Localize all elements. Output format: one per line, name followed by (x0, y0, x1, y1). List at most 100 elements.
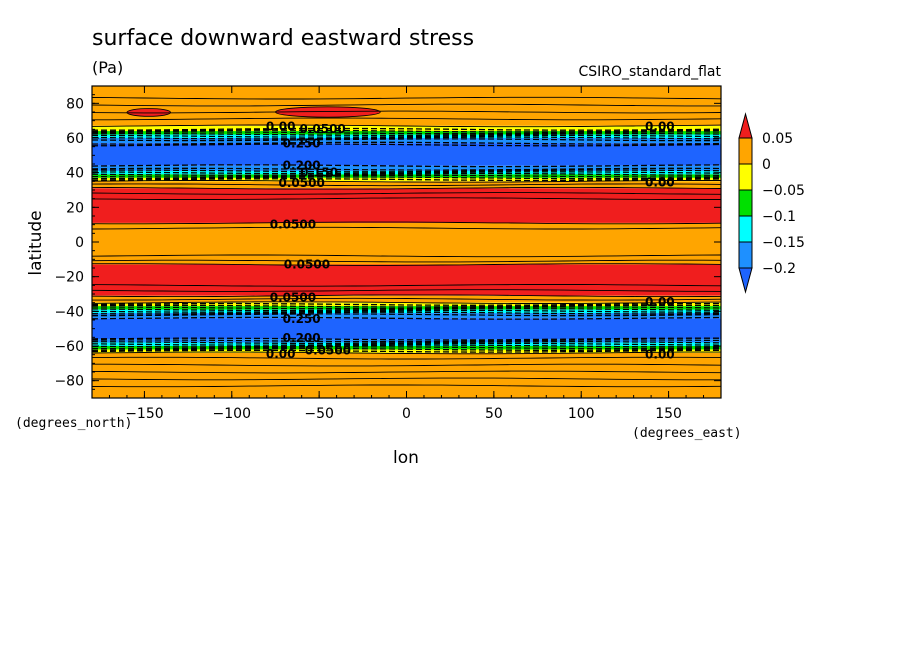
contour-dashed-30 (91, 346, 722, 350)
band-24 (92, 349, 721, 353)
colorbar-segment-4 (738, 215, 753, 243)
contour-dashed-18 (91, 304, 722, 308)
contour-dashed-29 (91, 344, 721, 348)
band-11 (92, 181, 721, 189)
y-tick-label-1: 60 (66, 131, 84, 147)
contour-solid-18 (92, 297, 722, 301)
contour-dashed-6 (91, 138, 722, 142)
x-tick-label-4: 50 (485, 406, 503, 422)
band-7 (92, 165, 721, 171)
contour-label-10: 0.200 (283, 331, 321, 345)
band-23 (92, 346, 721, 350)
x-axis: −150 −100 −50 0 50 100 150 (108, 86, 705, 422)
contour-solid-21 (91, 356, 722, 360)
band-10 (92, 177, 721, 182)
contour-dashed-9 (91, 164, 722, 168)
contour-label-4: 0.150 (300, 166, 338, 180)
contour-label-0: 0.00 (266, 120, 296, 134)
contour-label-15: 0.00 (645, 295, 675, 309)
contour-label-14: 0.00 (645, 176, 675, 190)
chart-subtitle: (Pa) (92, 58, 123, 77)
colorbar: 0.05 0 −0.05 −0.1 −0.15 −0.2 (738, 112, 805, 294)
colorbar-label-3: −0.1 (762, 209, 796, 225)
contour-label-6: 0.0500 (270, 218, 316, 232)
contour-solid-10 (91, 221, 722, 225)
y-tick-label-2: 40 (66, 166, 84, 182)
x-tick-label-5: 100 (568, 406, 595, 422)
contour-dashed-17 (91, 302, 722, 306)
colorbar-segment-3 (738, 189, 753, 217)
contour-dashed-28 (91, 342, 722, 346)
band-21 (92, 339, 721, 343)
contour-dashed-8 (91, 143, 722, 147)
contour-label-13: 0.00 (645, 120, 675, 134)
contour-label-2: 0.250 (283, 137, 321, 151)
x-units-label: (degrees_east) (632, 426, 742, 441)
contour-dashed-16 (91, 178, 722, 182)
contour-dashed-23 (91, 313, 722, 317)
contour-dashed-27 (91, 341, 722, 345)
contour-solid-16 (91, 289, 722, 292)
contour-solid-8 (91, 192, 722, 195)
band-4 (92, 134, 721, 138)
contour-solid-23 (91, 370, 722, 374)
colorbar-top-arrow (738, 112, 753, 139)
contour-dashed-3 (91, 133, 722, 137)
contour-lines (91, 96, 722, 388)
contour-labels: 0.00 0.05000.2500.2000.1500.05000.05000.0… (266, 120, 675, 362)
contour-solid-12 (91, 254, 722, 258)
band-5 (92, 138, 721, 144)
colorbar-segment-5 (738, 241, 753, 269)
x-tick-label-3: 0 (402, 406, 411, 422)
x-tick-label-0: −150 (125, 406, 163, 422)
contour-dashed-20 (91, 308, 722, 312)
contour-solid-1 (91, 103, 721, 107)
colorbar-label-0: 0.05 (762, 131, 793, 147)
band-16 (92, 302, 721, 307)
contour-label-1: 0.0500 (299, 122, 345, 136)
contour-dashed-13 (91, 172, 722, 176)
y-tick-label-0: 80 (66, 96, 84, 112)
contour-solid-5 (91, 180, 721, 183)
contour-solid-4 (91, 124, 722, 128)
band-3 (92, 131, 721, 135)
band-15 (92, 295, 721, 303)
band-1 (92, 105, 721, 126)
contour-solid-2 (91, 110, 722, 114)
contour-dashed-32 (91, 349, 721, 353)
band-19 (92, 313, 721, 319)
band-20 (92, 318, 721, 340)
chart-title: surface downward eastward stress (92, 26, 474, 51)
colorbar-label-2: −0.05 (762, 183, 805, 199)
contour-label-11: 0.0500 (305, 343, 351, 357)
plot-area (92, 86, 721, 398)
contour-solid-6 (91, 183, 722, 187)
contour-solid-15 (91, 284, 722, 287)
contour-dashed-1 (91, 129, 722, 133)
contour-solid-17 (91, 294, 722, 298)
contour-solid-24 (91, 377, 721, 381)
band-2 (92, 125, 721, 132)
contour-solid-19 (91, 301, 722, 304)
contour-dashed-15 (92, 176, 722, 180)
band-6 (92, 143, 721, 166)
colorbar-bottom-arrow (738, 267, 753, 294)
band-17 (92, 306, 721, 310)
colorbar-label-5: −0.2 (762, 261, 796, 277)
contour-dashed-5 (91, 136, 722, 140)
contour-dashed-21 (91, 309, 721, 313)
y-units-label: (degrees_north) (15, 416, 132, 431)
band-13 (92, 222, 721, 265)
contour-label-16: 0.00 (645, 347, 675, 361)
contour-solid-9 (91, 197, 721, 200)
contour-solid-25 (91, 384, 722, 388)
contour-dashed-11 (92, 169, 722, 173)
contour-label-3: 0.200 (283, 158, 321, 172)
x-tick-label-1: −100 (213, 406, 251, 422)
contour-label-8: 0.0500 (270, 290, 316, 304)
contour-dashed-14 (91, 174, 722, 178)
contour-solid-0 (91, 96, 722, 100)
contour-solid-20 (91, 351, 721, 355)
contour-dashed-19 (92, 306, 722, 310)
band-22 (92, 342, 721, 346)
